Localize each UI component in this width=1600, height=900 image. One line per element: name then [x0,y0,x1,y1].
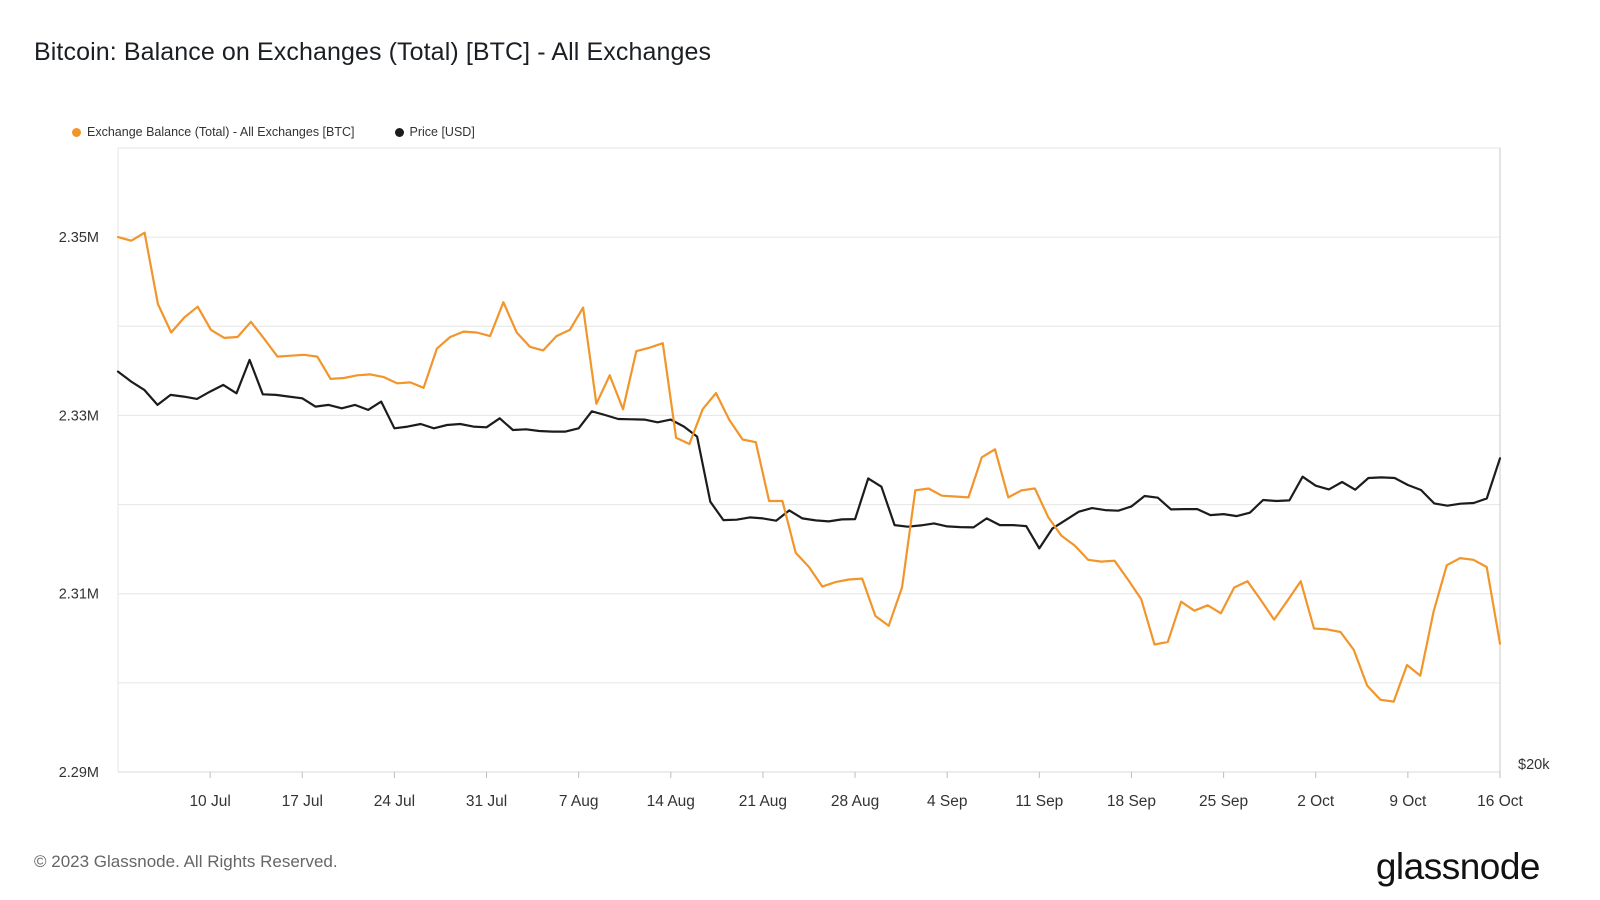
y-right-tick-label: $20k [1518,757,1550,773]
x-tick-label: 9 Oct [1389,793,1427,810]
x-tick-label: 2 Oct [1297,793,1335,810]
legend-dot-balance [72,127,81,137]
x-tick-label: 31 Jul [466,793,507,810]
x-tick-label: 25 Sep [1199,793,1248,810]
x-tick-label: 14 Aug [647,793,695,810]
legend: Exchange Balance (Total) - All Exchanges… [72,125,475,139]
x-tick-label: 17 Jul [282,793,323,810]
x-tick-label: 24 Jul [374,793,415,810]
x-tick-label: 11 Sep [1015,793,1063,810]
x-tick-label: 16 Oct [1477,793,1523,810]
brand-logo: glassnode [1375,846,1541,887]
x-tick-label: 4 Sep [927,793,968,810]
x-tick-label: 18 Sep [1107,793,1156,810]
x-tick-label: 7 Aug [559,793,599,810]
series-line-price [116,358,1502,550]
legend-dot-price [394,127,404,137]
chart-title: Bitcoin: Balance on Exchanges (Total) [B… [34,38,712,66]
y-tick-label: 2.33M [59,408,99,424]
series-line-exchange-balance [116,231,1502,703]
x-tick-label: 21 Aug [739,793,787,810]
x-tick-label: 10 Jul [189,793,230,810]
y-tick-label: 2.31M [59,587,99,603]
copyright-footer: © 2023 Glassnode. All Rights Reserved. [34,852,338,871]
legend-item-price[interactable]: Price [USD] [394,125,475,139]
y-tick-label: 2.35M [59,230,99,246]
x-tick-label: 28 Aug [831,793,879,810]
y-tick-label: 2.29M [59,765,99,781]
legend-label-balance: Exchange Balance (Total) - All Exchanges… [87,125,355,139]
legend-item-balance[interactable]: Exchange Balance (Total) - All Exchanges… [72,125,355,139]
legend-label-price: Price [USD] [409,125,475,139]
